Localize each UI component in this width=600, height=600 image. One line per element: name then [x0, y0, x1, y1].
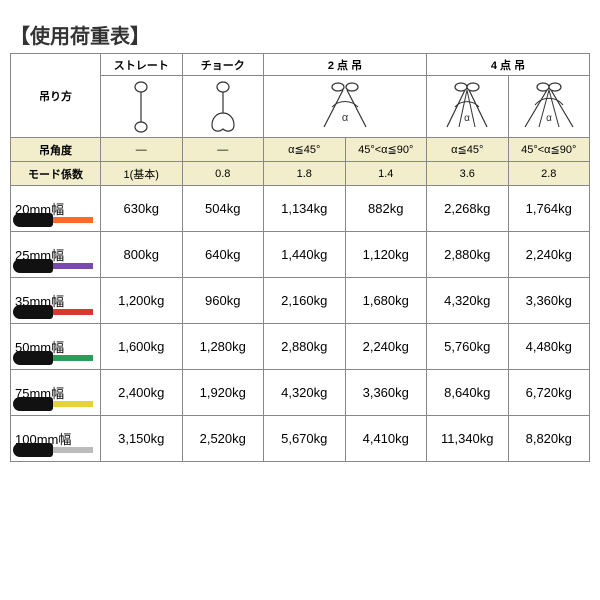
angle-2pt-45: α≦45° — [264, 138, 346, 162]
mode-label: モード係数 — [11, 162, 101, 186]
sling-icon — [13, 395, 93, 413]
value-cell: 6,720kg — [508, 370, 590, 416]
value-cell: 960kg — [182, 278, 264, 324]
angle-choke: ― — [182, 138, 264, 162]
value-cell: 8,820kg — [508, 416, 590, 462]
value-cell: 800kg — [101, 232, 183, 278]
size-cell: 75mm幅 — [11, 370, 101, 416]
mode-36: 3.6 — [427, 162, 509, 186]
value-cell: 1,134kg — [264, 186, 346, 232]
svg-text:α: α — [546, 113, 552, 124]
value-cell: 2,400kg — [101, 370, 183, 416]
two-point-icon: α — [264, 76, 427, 138]
method-four-point: 4 点 吊 — [427, 54, 590, 76]
value-cell: 1,764kg — [508, 186, 590, 232]
sling-icon — [13, 257, 93, 275]
svg-text:α: α — [464, 113, 470, 124]
svg-text:α: α — [342, 112, 349, 124]
size-cell: 35mm幅 — [11, 278, 101, 324]
value-cell: 2,268kg — [427, 186, 509, 232]
value-cell: 2,240kg — [345, 324, 427, 370]
angle-row: 吊角度 ― ― α≦45° 45°<α≦90° α≦45° 45°<α≦90° — [11, 138, 590, 162]
mode-18: 1.8 — [264, 162, 346, 186]
value-cell: 1,440kg — [264, 232, 346, 278]
angle-4pt-90: 45°<α≦90° — [508, 138, 590, 162]
value-cell: 1,200kg — [101, 278, 183, 324]
table-row: 50mm幅 1,600kg1,280kg2,880kg2,240kg5,760k… — [11, 324, 590, 370]
hanging-method-header: 吊り方 — [11, 54, 101, 138]
straight-icon — [101, 76, 183, 138]
size-cell: 20mm幅 — [11, 186, 101, 232]
angle-4pt-45: α≦45° — [427, 138, 509, 162]
value-cell: 1,920kg — [182, 370, 264, 416]
value-cell: 1,120kg — [345, 232, 427, 278]
angle-2pt-90: 45°<α≦90° — [345, 138, 427, 162]
value-cell: 4,320kg — [264, 370, 346, 416]
method-header-row: 吊り方 ストレート チョーク 2 点 吊 4 点 吊 — [11, 54, 590, 76]
value-cell: 630kg — [101, 186, 183, 232]
value-cell: 4,410kg — [345, 416, 427, 462]
size-cell: 50mm幅 — [11, 324, 101, 370]
four-point-icon-2: α — [508, 76, 590, 138]
value-cell: 4,320kg — [427, 278, 509, 324]
sling-icon — [13, 349, 93, 367]
size-cell: 25mm幅 — [11, 232, 101, 278]
mode-row: モード係数 1(基本) 0.8 1.8 1.4 3.6 2.8 — [11, 162, 590, 186]
angle-label: 吊角度 — [11, 138, 101, 162]
mode-28: 2.8 — [508, 162, 590, 186]
value-cell: 504kg — [182, 186, 264, 232]
table-row: 25mm幅 800kg640kg1,440kg1,120kg2,880kg2,2… — [11, 232, 590, 278]
table-row: 75mm幅 2,400kg1,920kg4,320kg3,360kg8,640k… — [11, 370, 590, 416]
value-cell: 640kg — [182, 232, 264, 278]
value-cell: 5,670kg — [264, 416, 346, 462]
table-row: 100mm幅 3,150kg2,520kg5,670kg4,410kg11,34… — [11, 416, 590, 462]
value-cell: 3,360kg — [345, 370, 427, 416]
value-cell: 2,880kg — [427, 232, 509, 278]
table-row: 20mm幅 630kg504kg1,134kg882kg2,268kg1,764… — [11, 186, 590, 232]
value-cell: 882kg — [345, 186, 427, 232]
value-cell: 1,600kg — [101, 324, 183, 370]
value-cell: 2,240kg — [508, 232, 590, 278]
value-cell: 5,760kg — [427, 324, 509, 370]
mode-14: 1.4 — [345, 162, 427, 186]
size-cell: 100mm幅 — [11, 416, 101, 462]
value-cell: 11,340kg — [427, 416, 509, 462]
method-choke: チョーク — [182, 54, 264, 76]
value-cell: 4,480kg — [508, 324, 590, 370]
sling-icon — [13, 211, 93, 229]
value-cell: 2,160kg — [264, 278, 346, 324]
choke-icon — [182, 76, 264, 138]
value-cell: 2,520kg — [182, 416, 264, 462]
method-two-point: 2 点 吊 — [264, 54, 427, 76]
page-title: 【使用荷重表】 — [10, 20, 590, 49]
value-cell: 2,880kg — [264, 324, 346, 370]
method-straight: ストレート — [101, 54, 183, 76]
sling-icon — [13, 441, 93, 459]
load-table: 吊り方 ストレート チョーク 2 点 吊 4 点 吊 α α α 吊角度 ― ―… — [10, 53, 590, 462]
value-cell: 3,360kg — [508, 278, 590, 324]
four-point-icon-1: α — [427, 76, 509, 138]
value-cell: 8,640kg — [427, 370, 509, 416]
table-row: 35mm幅 1,200kg960kg2,160kg1,680kg4,320kg3… — [11, 278, 590, 324]
mode-08: 0.8 — [182, 162, 264, 186]
sling-icon — [13, 303, 93, 321]
mode-base: 1(基本) — [101, 162, 183, 186]
value-cell: 3,150kg — [101, 416, 183, 462]
angle-straight: ― — [101, 138, 183, 162]
value-cell: 1,680kg — [345, 278, 427, 324]
value-cell: 1,280kg — [182, 324, 264, 370]
